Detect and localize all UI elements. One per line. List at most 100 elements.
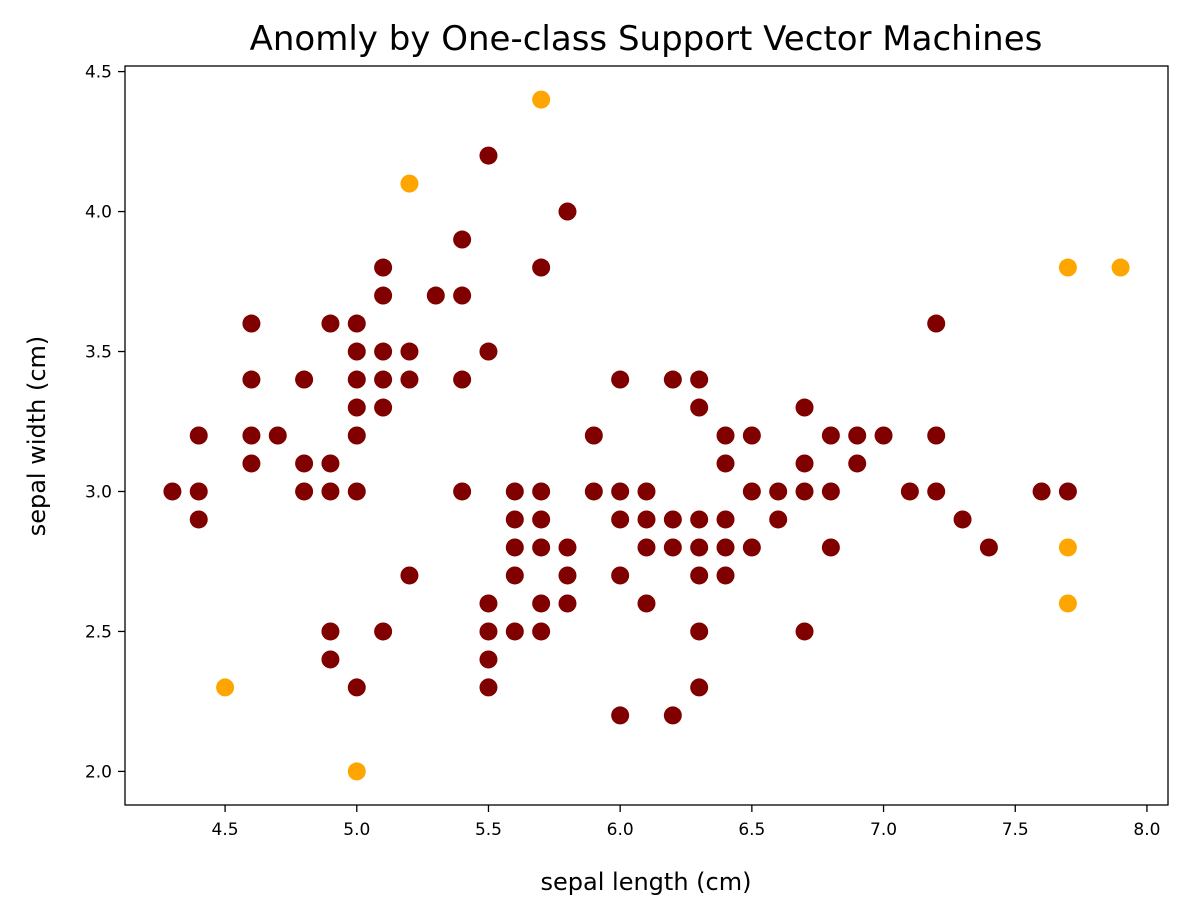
inlier-point-41: [479, 622, 498, 641]
inlier-point-42: [479, 650, 498, 669]
inlier-point-40: [479, 594, 498, 613]
outlier-point-5: [1058, 594, 1077, 613]
inlier-point-59: [584, 426, 603, 445]
inlier-point-50: [532, 482, 551, 501]
inlier-point-74: [690, 370, 709, 389]
inlier-point-23: [347, 678, 366, 697]
x-tick-label-2: 5.5: [475, 820, 502, 840]
inlier-point-95: [821, 426, 840, 445]
y-tick-label-1: 2.5: [85, 622, 112, 642]
y-tick-label-4: 4.0: [85, 203, 112, 223]
inlier-point-91: [795, 398, 814, 417]
x-tick-label-7: 8.0: [1133, 820, 1160, 840]
inlier-point-4: [242, 314, 261, 333]
inlier-point-45: [505, 510, 524, 529]
inlier-point-73: [663, 706, 682, 725]
inlier-point-12: [321, 314, 340, 333]
x-tick-label-5: 7.0: [870, 820, 897, 840]
inlier-point-90: [769, 510, 788, 529]
inlier-point-101: [900, 482, 919, 501]
inlier-point-93: [795, 482, 814, 501]
inlier-point-97: [821, 538, 840, 557]
x-axis-label: sepal length (cm): [541, 868, 752, 896]
inlier-point-60: [584, 482, 603, 501]
inlier-point-103: [927, 426, 946, 445]
inlier-point-84: [716, 538, 735, 557]
x-tick-label-1: 5.0: [343, 820, 370, 840]
inlier-point-32: [400, 566, 419, 585]
inlier-point-26: [374, 342, 393, 361]
inlier-point-69: [637, 594, 656, 613]
inlier-point-36: [453, 370, 472, 389]
y-tick-label-0: 2.0: [85, 762, 112, 782]
x-tick-label-3: 6.0: [607, 820, 634, 840]
inlier-point-79: [690, 622, 709, 641]
inlier-point-44: [505, 482, 524, 501]
inlier-point-9: [295, 370, 314, 389]
inlier-point-63: [611, 510, 630, 529]
outlier-point-3: [1111, 258, 1130, 277]
inlier-point-83: [716, 510, 735, 529]
inlier-point-105: [953, 510, 972, 529]
inlier-point-21: [347, 426, 366, 445]
inlier-point-17: [347, 314, 366, 333]
inlier-point-6: [242, 426, 261, 445]
x-tick-label-4: 6.5: [738, 820, 765, 840]
outlier-point-7: [347, 762, 366, 781]
inlier-point-78: [690, 566, 709, 585]
inlier-point-87: [742, 482, 761, 501]
inlier-point-57: [558, 566, 577, 585]
inlier-point-7: [242, 454, 261, 473]
inlier-point-52: [532, 538, 551, 557]
inlier-point-20: [347, 398, 366, 417]
inlier-point-30: [400, 342, 419, 361]
inlier-point-33: [426, 286, 445, 305]
inlier-point-47: [505, 566, 524, 585]
inlier-point-24: [374, 258, 393, 277]
inlier-point-2: [189, 426, 208, 445]
inlier-point-61: [611, 370, 630, 389]
inlier-point-70: [663, 370, 682, 389]
inlier-point-0: [163, 482, 182, 501]
x-tick-label-0: 4.5: [212, 820, 239, 840]
outlier-point-4: [1058, 538, 1077, 557]
inlier-point-31: [400, 370, 419, 389]
y-tick-label-5: 4.5: [85, 63, 112, 83]
inlier-point-18: [347, 342, 366, 361]
inlier-point-28: [374, 398, 393, 417]
inlier-point-48: [505, 622, 524, 641]
inlier-point-27: [374, 370, 393, 389]
y-tick-label-3: 3.5: [85, 343, 112, 363]
y-axis-label: sepal width (cm): [23, 336, 51, 537]
inlier-point-15: [321, 622, 340, 641]
inlier-point-85: [716, 566, 735, 585]
inlier-point-99: [848, 454, 867, 473]
inlier-point-49: [532, 258, 551, 277]
inlier-point-22: [347, 482, 366, 501]
inlier-point-66: [637, 482, 656, 501]
inlier-point-53: [532, 594, 551, 613]
inlier-point-96: [821, 482, 840, 501]
inlier-point-35: [453, 286, 472, 305]
inlier-point-80: [690, 678, 709, 697]
inlier-point-56: [558, 538, 577, 557]
inlier-point-13: [321, 454, 340, 473]
inlier-point-65: [611, 706, 630, 725]
y-tick-label-2: 3.0: [85, 482, 112, 502]
inlier-point-102: [927, 314, 946, 333]
x-axis: 4.5 5.0 5.5 6.0 6.5 7.0 7.5 8.0: [212, 805, 1160, 840]
plot-frame: [124, 65, 1169, 806]
inlier-point-62: [611, 482, 630, 501]
inlier-point-34: [453, 230, 472, 249]
inlier-point-5: [242, 370, 261, 389]
inlier-point-81: [716, 426, 735, 445]
inlier-point-67: [637, 510, 656, 529]
inlier-point-77: [690, 538, 709, 557]
inlier-point-89: [769, 482, 788, 501]
inlier-point-86: [742, 426, 761, 445]
inlier-point-38: [479, 146, 498, 165]
inlier-point-51: [532, 510, 551, 529]
inlier-point-29: [374, 622, 393, 641]
inlier-point-64: [611, 566, 630, 585]
